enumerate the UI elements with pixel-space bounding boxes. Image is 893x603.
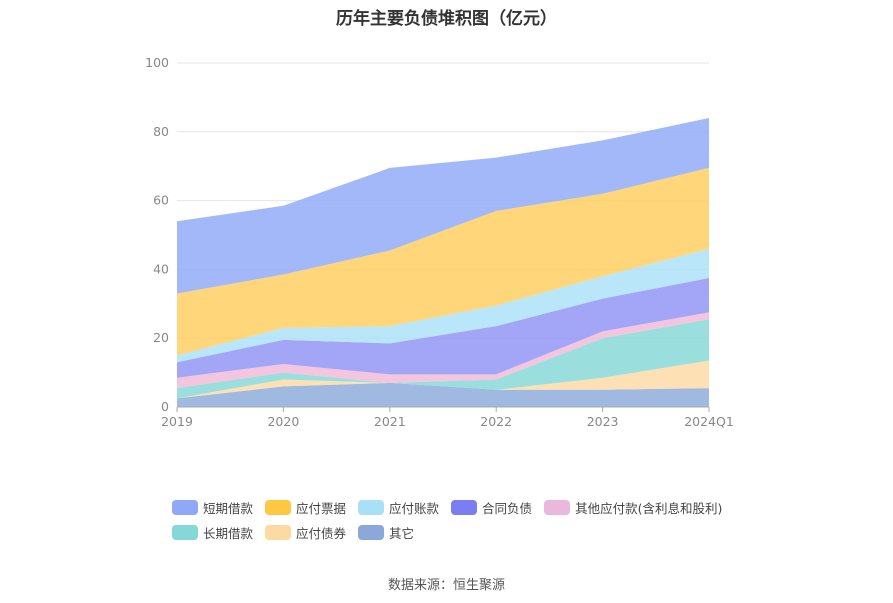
legend-item[interactable]: 应付账款: [358, 498, 439, 517]
stacked-area-chart: 0 20 40 60 80 100 2019 2020 2021 2022 2023 2024Q1: [145, 55, 734, 429]
legend-label: 其它: [389, 525, 415, 541]
x-tick-label: 2022: [480, 414, 512, 429]
x-tick-label: 2023: [587, 414, 619, 429]
legend-swatch: [358, 524, 385, 540]
legend-swatch: [172, 524, 198, 540]
x-tick-label: 2021: [374, 414, 406, 429]
legend-item[interactable]: 其它: [358, 523, 414, 542]
area-series: [177, 248, 709, 363]
area-series: [177, 118, 709, 294]
x-tick-label: 2020: [267, 414, 299, 429]
legend-item[interactable]: 合同负债: [451, 498, 532, 517]
y-tick-label: 40: [153, 261, 169, 276]
legend: 短期借款 应付票据 应付账款 合同负债 其他应付款(含利息和股利) 长期借款 应付债券 其它: [172, 495, 772, 545]
legend-label: 长期借款: [203, 525, 254, 541]
legend-label: 应付账款: [389, 500, 440, 516]
legend-swatch: [265, 524, 292, 540]
area-series: [177, 319, 709, 399]
y-tick-label: 20: [153, 330, 169, 345]
legend-label: 应付债券: [296, 525, 347, 541]
area-series: [177, 167, 709, 356]
data-source: 数据来源：恒生聚源: [387, 578, 505, 593]
x-tick-label: 2019: [161, 414, 193, 429]
y-tick-label: 100: [145, 55, 169, 70]
y-tick-label: 0: [161, 399, 169, 414]
legend-row-1: 短期借款 应付票据 应付账款 合同负债 其他应付款(含利息和股利): [172, 495, 772, 519]
legend-item[interactable]: 其他应付款(含利息和股利): [544, 498, 722, 517]
legend-item[interactable]: 短期借款: [172, 498, 253, 517]
areas: [177, 118, 709, 407]
legend-swatch: [265, 499, 292, 515]
legend-label: 应付票据: [296, 500, 347, 516]
x-tick-label: 2024Q1: [684, 414, 734, 429]
legend-swatch: [451, 499, 478, 515]
area-series: [177, 278, 709, 378]
area-series: [177, 360, 709, 399]
legend-item[interactable]: 应付票据: [265, 498, 346, 517]
chart-title: 历年主要负债堆积图（亿元）: [336, 9, 557, 29]
legend-item[interactable]: 长期借款: [172, 523, 253, 542]
area-series: [177, 382, 709, 407]
legend-label: 合同负债: [482, 500, 533, 516]
legend-label: 其他应付款(含利息和股利): [575, 500, 723, 516]
legend-item[interactable]: 应付债券: [265, 523, 346, 542]
y-tick-label: 80: [153, 124, 169, 139]
legend-swatch: [544, 499, 571, 515]
legend-swatch: [358, 499, 385, 515]
legend-swatch: [172, 499, 198, 515]
area-series: [177, 312, 709, 389]
legend-row-2: 长期借款 应付债券 其它: [172, 520, 772, 544]
axes: 0 20 40 60 80 100 2019 2020 2021 2022 2023 2024Q1: [145, 55, 734, 429]
y-tick-label: 60: [153, 193, 169, 208]
legend-label: 短期借款: [203, 500, 254, 516]
